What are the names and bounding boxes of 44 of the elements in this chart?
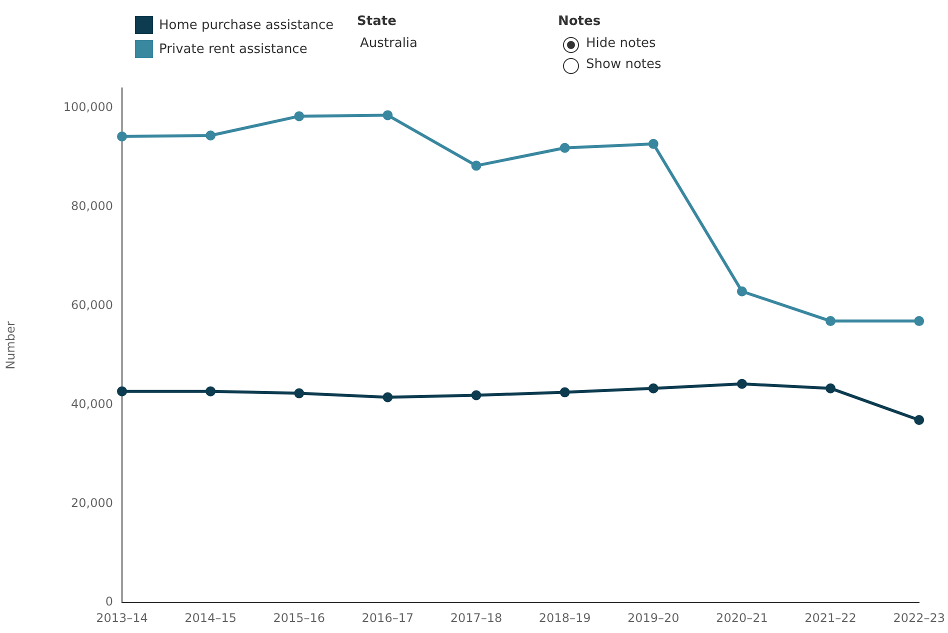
y-tick-label: 20,000 — [71, 496, 113, 510]
x-tick-label: 2015–16 — [273, 610, 326, 625]
text: Hide notes — [586, 36, 656, 51]
point — [560, 387, 570, 398]
point — [648, 138, 658, 149]
point — [914, 415, 924, 426]
y-axis-title: Number — [3, 321, 18, 370]
point — [560, 142, 570, 153]
x-tick-label: 2018–19 — [538, 610, 591, 625]
point — [826, 316, 836, 326]
y-tick-label: 0 — [105, 594, 113, 609]
point — [117, 386, 127, 396]
point — [471, 160, 482, 171]
x-tick-label: 2021–22 — [804, 610, 856, 625]
text: Australia — [360, 36, 418, 51]
x-tick-label: 2017–18 — [450, 610, 502, 625]
x-tick-label: 2020–21 — [716, 610, 768, 625]
point — [294, 111, 304, 122]
point — [914, 316, 924, 326]
y-tick-label: 40,000 — [71, 396, 113, 411]
text: State — [357, 14, 396, 29]
y-tick-label: 100,000 — [63, 100, 113, 114]
x-tick-label: 2022–23 — [893, 610, 945, 625]
text: Show notes — [586, 57, 662, 72]
point — [382, 110, 393, 120]
point — [117, 131, 127, 142]
point — [826, 383, 836, 394]
text: Notes — [558, 14, 601, 29]
y-tick-label: 60,000 — [71, 298, 113, 312]
point — [736, 286, 747, 296]
x-tick-label: 2013–14 — [96, 610, 148, 625]
point — [206, 386, 216, 396]
x-tick-label: 2014–15 — [184, 610, 236, 625]
legend-label: Private rent assistance — [159, 42, 308, 56]
x-tick-label: 2019–20 — [627, 610, 680, 625]
x-tick-label: 2016–17 — [362, 610, 414, 625]
point — [736, 378, 747, 389]
point — [648, 383, 658, 394]
y-tick-label: 80,000 — [71, 198, 113, 213]
point — [382, 392, 393, 402]
point — [206, 130, 216, 140]
point — [294, 388, 304, 398]
legend-label: Home purchase assistance — [159, 18, 334, 32]
point — [471, 390, 482, 400]
